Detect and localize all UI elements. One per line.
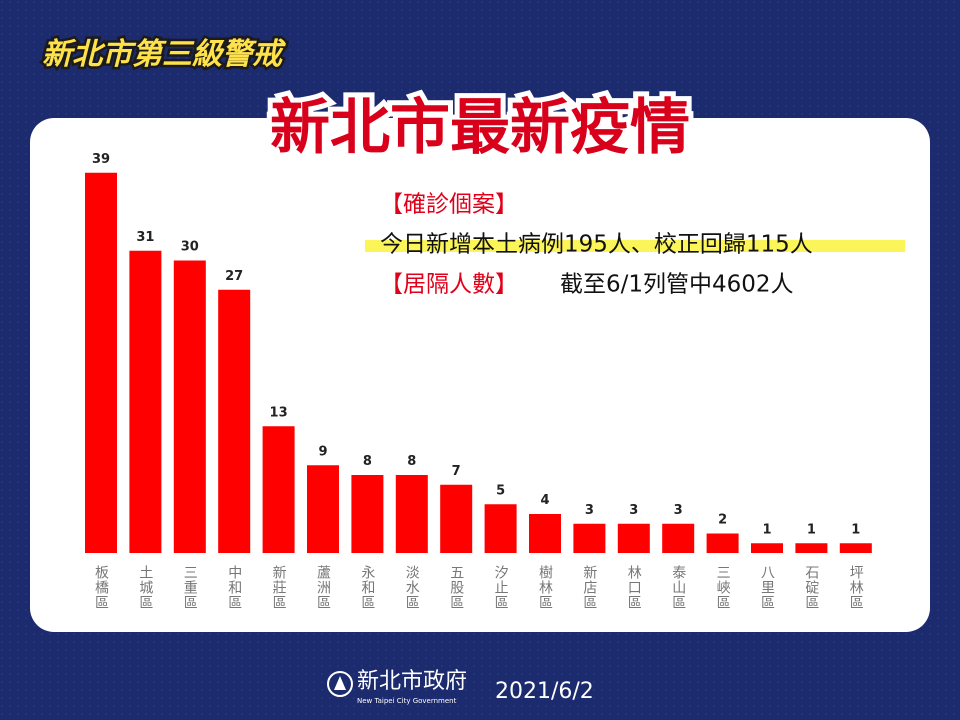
bar	[529, 514, 561, 553]
category-label: 泰山區	[670, 565, 686, 610]
bar	[662, 523, 695, 553]
chart: 39板橋區31土城區30三重區27中和區13新莊區9蘆洲區8永和區8淡水區7五股…	[85, 152, 872, 610]
bar	[218, 289, 251, 553]
bar	[484, 504, 517, 553]
category-label: 新店區	[581, 565, 597, 610]
value-label: 3	[629, 503, 638, 518]
category-label: 石碇區	[803, 565, 819, 610]
main-title: 新北市最新疫情	[270, 93, 690, 163]
category-label: 淡水區	[404, 565, 420, 610]
case-text: 今日新增本土病例195人、校正回歸115人	[380, 232, 813, 258]
value-label: 1	[762, 522, 771, 537]
value-label: 8	[407, 454, 416, 469]
date: 2021/6/2	[495, 679, 594, 704]
category-label: 五股區	[448, 565, 464, 610]
value-label: 4	[540, 493, 549, 508]
value-label: 5	[496, 483, 505, 498]
logo	[327, 671, 353, 697]
category-label: 板橋區	[93, 565, 109, 610]
org-name: 新北市政府	[357, 669, 467, 694]
bar	[795, 543, 828, 553]
bar	[351, 475, 384, 553]
bar	[395, 475, 428, 553]
value-label: 8	[363, 454, 372, 469]
quarantine-text: 截至6/1列管中4602人	[560, 272, 794, 298]
highlight	[365, 240, 905, 252]
bar	[751, 543, 783, 553]
org-name-en: New Taipei City Government	[357, 697, 457, 705]
bar	[617, 523, 650, 553]
value-label: 3	[674, 503, 683, 518]
value-label: 7	[452, 464, 461, 479]
category-label: 新莊區	[271, 565, 287, 610]
category-label: 林口區	[626, 565, 642, 610]
quarantine-label: 【居隔人數】	[380, 272, 518, 298]
category-label: 坪林區	[848, 565, 864, 610]
bar	[839, 543, 872, 553]
category-label: 中和區	[226, 565, 242, 610]
category-label: 土城區	[137, 565, 153, 610]
bar	[307, 465, 339, 553]
bar	[706, 533, 739, 553]
bar	[573, 523, 606, 553]
value-label: 2	[718, 513, 727, 528]
bar	[85, 172, 117, 553]
value-label: 13	[270, 405, 288, 420]
category-label: 三重區	[182, 565, 198, 610]
bar	[173, 260, 206, 553]
category-label: 樹林區	[537, 565, 553, 610]
value-label: 27	[225, 269, 243, 284]
value-label: 3	[585, 503, 594, 518]
bar	[440, 484, 473, 553]
value-label: 1	[851, 522, 860, 537]
value-label: 39	[92, 152, 110, 167]
value-label: 1	[807, 522, 816, 537]
category-label: 八里區	[759, 565, 775, 610]
bar	[129, 250, 162, 553]
category-label: 永和區	[359, 565, 375, 610]
case-label: 【確診個案】	[380, 192, 518, 218]
value-label: 30	[181, 240, 199, 255]
value-label: 9	[318, 444, 327, 459]
category-label: 三峽區	[715, 565, 731, 610]
category-label: 汐止區	[493, 565, 509, 610]
category-label: 蘆洲區	[315, 565, 331, 610]
value-label: 31	[136, 230, 154, 245]
bar	[262, 426, 295, 553]
badge: 新北市第三級警戒	[42, 37, 286, 72]
